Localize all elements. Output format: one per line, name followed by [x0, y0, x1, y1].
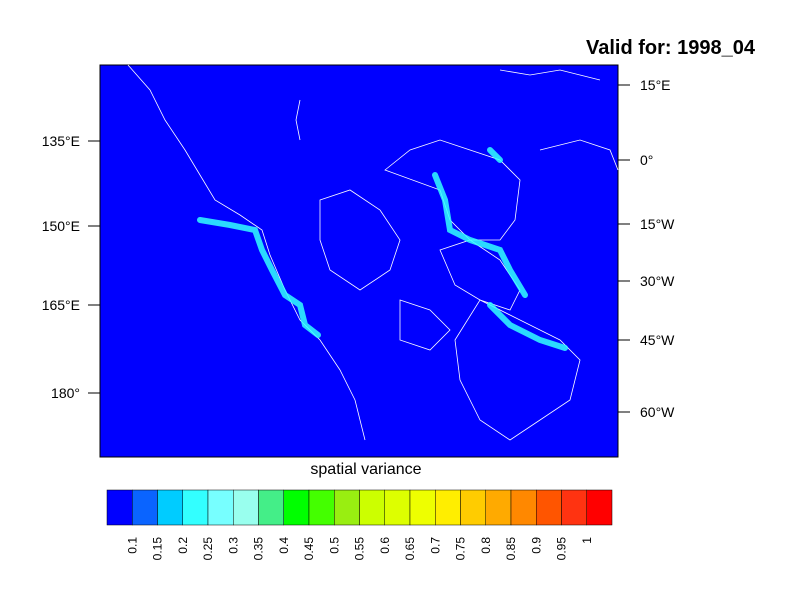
- colorbar-label: 0.25: [201, 537, 215, 561]
- colorbar-label: 0.35: [252, 537, 266, 561]
- colorbar-box: [460, 489, 486, 526]
- colorbar-label: 0.9: [529, 537, 543, 554]
- colorbar-label: 0.55: [353, 537, 367, 561]
- colorbar-box: [586, 489, 613, 526]
- lon-label: 15°E: [640, 77, 671, 93]
- x-label: spatial variance: [310, 461, 421, 478]
- coastlines: [127, 64, 619, 441]
- colorbar-label: 0.1: [125, 537, 139, 554]
- colorbar-box: [536, 489, 562, 526]
- lon-label: 45°W: [640, 332, 675, 348]
- colorbar-box: [409, 489, 436, 526]
- colorbar-box: [485, 489, 512, 526]
- lon-label: 0°: [640, 152, 653, 168]
- colorbar-box: [283, 489, 310, 526]
- colorbar-label: 0.45: [302, 537, 316, 561]
- colorbar-box: [510, 489, 537, 526]
- colorbar-label: 0.7: [428, 537, 442, 554]
- colorbar-label: 1: [580, 537, 594, 544]
- colorbar-box: [334, 489, 360, 526]
- colorbar-label: 0.65: [403, 537, 417, 561]
- title: Valid for: 1998_04: [586, 37, 756, 59]
- colorbar-box: [157, 489, 183, 526]
- colorbar-label: 0.95: [555, 537, 569, 561]
- colorbar-box: [233, 489, 259, 526]
- colorbar-label: 0.8: [479, 537, 493, 554]
- colorbar-label: 0.85: [504, 537, 518, 561]
- colorbar-label: 0.3: [226, 537, 240, 554]
- colorbar-label: 0.75: [454, 537, 468, 561]
- map-background: [99, 64, 619, 458]
- colorbar-box: [561, 489, 587, 526]
- colorbar-box: [308, 489, 335, 526]
- colorbar-label: 0.6: [378, 537, 392, 554]
- lat-label: 135°E: [42, 133, 80, 149]
- colorbar-box: [359, 489, 385, 526]
- lon-label: 30°W: [640, 273, 675, 289]
- lat-label: 165°E: [42, 297, 80, 313]
- lat-label: 150°E: [42, 218, 80, 234]
- map: [99, 64, 619, 458]
- colorbar-box: [132, 489, 158, 526]
- lon-label: 15°W: [640, 216, 675, 232]
- lon-label: 60°W: [640, 404, 675, 420]
- lat-label: 180°: [51, 385, 80, 401]
- colorbar-box: [207, 489, 234, 526]
- colorbar-box: [384, 489, 411, 526]
- colorbar-label: 0.5: [327, 537, 341, 554]
- colorbar-label: 0.15: [151, 537, 165, 561]
- colorbar-box: [106, 489, 133, 526]
- colorbar-label: 0.4: [277, 537, 291, 554]
- colorbar-label: 0.2: [176, 537, 190, 554]
- colorbar-box: [258, 489, 284, 526]
- variance-streaks: [197, 147, 568, 351]
- colorbar-box: [182, 489, 209, 526]
- colorbar-box: [435, 489, 461, 526]
